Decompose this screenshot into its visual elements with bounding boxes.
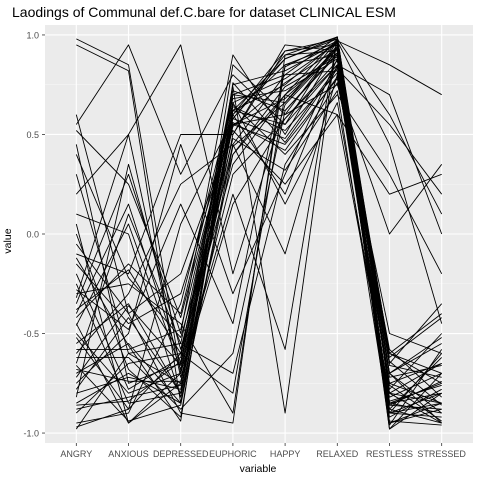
x-tick-label: STRESSED: [417, 449, 466, 459]
series-line: [76, 52, 442, 394]
minor-grid: [45, 84, 473, 384]
series-line: [75, 36, 442, 374]
series-line: [76, 40, 442, 428]
x-axis-label: variable: [239, 463, 277, 475]
series-line: [75, 72, 443, 418]
y-tick-label: -0.5: [23, 329, 39, 339]
y-tick-label: -1.0: [23, 429, 39, 439]
y-tick-label: 1.0: [26, 30, 39, 40]
x-tick-label: RELAXED: [316, 449, 359, 459]
series-line: [76, 60, 442, 406]
x-tick-label: EUPHORIC: [209, 449, 257, 459]
series-line: [75, 76, 442, 422]
series-line: [75, 68, 443, 422]
series-line: [75, 44, 442, 404]
series-line: [75, 114, 442, 315]
chart-title: Laodings of Communal def.C.bare for data…: [12, 4, 396, 20]
series-line: [75, 82, 442, 374]
x-tick-label: ANGRY: [60, 449, 92, 459]
y-tick-label: 0.0: [26, 230, 39, 240]
x-axis-ticks: ANGRY ANXIOUS DEPRESSED EUPHORIC HAPPY RELAXE…: [60, 443, 466, 459]
series-line: [75, 90, 442, 426]
x-tick-label: ANXIOUS: [108, 449, 149, 459]
series-line: [76, 40, 443, 404]
y-axis-ticks: -1.0 -0.5 0.0 0.5 1.0: [23, 30, 45, 439]
series-lines: [75, 36, 443, 430]
y-axis-label: value: [2, 228, 14, 254]
series-line: [75, 64, 442, 418]
x-tick-label: DEPRESSED: [153, 449, 209, 459]
series-line: [76, 44, 443, 426]
y-tick-label: 0.5: [26, 130, 39, 140]
x-tick-label: HAPPY: [270, 449, 301, 459]
series-line: [75, 38, 443, 378]
series-line: [75, 40, 442, 422]
series-line: [76, 48, 442, 414]
series-line: [75, 102, 442, 398]
series-line: [76, 46, 442, 410]
x-tick-label: RESTLESS: [366, 449, 413, 459]
